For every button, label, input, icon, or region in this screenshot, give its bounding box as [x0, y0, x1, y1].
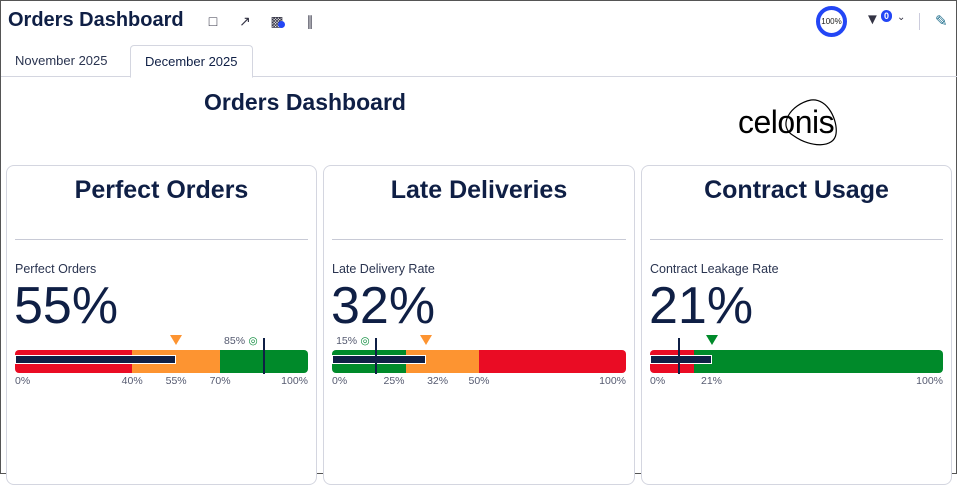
bullet-target-line	[263, 338, 266, 374]
filter-icon[interactable]: ▼	[865, 11, 880, 28]
target-label: 85%	[224, 335, 246, 347]
divider	[919, 13, 920, 30]
view-settings-icon[interactable]: ▩	[270, 13, 285, 29]
tab-bar: November 2025 December 2025	[1, 45, 957, 78]
tick-label: 25%	[383, 375, 405, 387]
bullet-chart: 15% ◎ 0% 25% 32% 50% 100%	[332, 334, 626, 390]
bullet-band-red	[479, 350, 626, 373]
tick-label: 40%	[121, 375, 143, 387]
dashboard-title: Orders Dashboard	[204, 89, 406, 115]
tick-label: 0%	[15, 375, 31, 387]
filter-count-badge: 0	[881, 10, 893, 22]
divider	[332, 239, 626, 240]
kpi-value: 32%	[331, 277, 436, 335]
bullet-marker	[170, 335, 183, 345]
tab-december-2025[interactable]: December 2025	[130, 45, 253, 78]
card-title: Late Deliveries	[390, 176, 568, 204]
tick-label: 100%	[916, 375, 943, 387]
process-icon[interactable]: ∥	[306, 13, 314, 29]
app-title: Orders Dashboard	[8, 9, 184, 31]
bullet-target-line	[375, 338, 378, 374]
bullet-marker	[420, 335, 433, 345]
share-icon[interactable]: ↗	[239, 13, 251, 29]
tick-label: 100%	[599, 375, 626, 387]
celonis-logo: celonis	[736, 96, 861, 146]
tick-label: 100%	[281, 375, 308, 387]
card-title: Perfect Orders	[74, 176, 249, 204]
card-late-deliveries: Late Deliveries Late Delivery Rate 32% 1…	[323, 165, 635, 485]
bullet-value-bar	[650, 355, 712, 364]
logo-text: celonis	[738, 104, 835, 140]
target-label: 15%	[336, 335, 358, 347]
tick-label: 70%	[209, 375, 231, 387]
tick-label: 0%	[332, 375, 348, 387]
bullet-band-green	[693, 350, 943, 373]
tick-label: 55%	[165, 375, 187, 387]
zoom-level[interactable]: 100%	[816, 6, 847, 37]
bookmark-icon[interactable]: □	[208, 13, 218, 29]
kpi-label: Late Delivery Rate	[332, 262, 435, 276]
bullet-chart: 85% ◎ 0% 40% 55% 70% 100%	[15, 334, 308, 390]
kpi-label: Perfect Orders	[15, 262, 97, 276]
bullet-value-bar	[15, 355, 177, 364]
card-contract-usage: Contract Usage Contract Leakage Rate 21%…	[641, 165, 952, 485]
bullet-chart: 0% 21% 100%	[650, 334, 943, 390]
target-icon: ◎	[248, 335, 258, 347]
divider	[650, 239, 943, 240]
tick-label: 50%	[468, 375, 490, 387]
top-bar: Orders Dashboard □ ↗ ▩ ∥ 100% ▼ 0 ⌄ ✎	[1, 1, 957, 43]
kpi-label: Contract Leakage Rate	[650, 262, 779, 276]
kpi-value: 21%	[649, 277, 754, 335]
edit-pencil-icon[interactable]: ✎	[935, 13, 948, 30]
target-icon: ◎	[360, 335, 370, 347]
card-perfect-orders: Perfect Orders Perfect Orders 55% 85% ◎ 0%…	[6, 165, 317, 485]
kpi-value: 55%	[14, 277, 119, 335]
tick-label: 0%	[650, 375, 666, 387]
divider	[15, 239, 308, 240]
tab-november-2025[interactable]: November 2025	[15, 53, 108, 68]
chevron-down-icon[interactable]: ⌄	[897, 12, 906, 23]
bullet-target-line	[678, 338, 681, 374]
tick-label: 32%	[427, 375, 449, 387]
tick-label: 21%	[701, 375, 723, 387]
bullet-marker	[705, 335, 718, 345]
bullet-value-bar	[332, 355, 427, 364]
card-title: Contract Usage	[704, 176, 889, 204]
